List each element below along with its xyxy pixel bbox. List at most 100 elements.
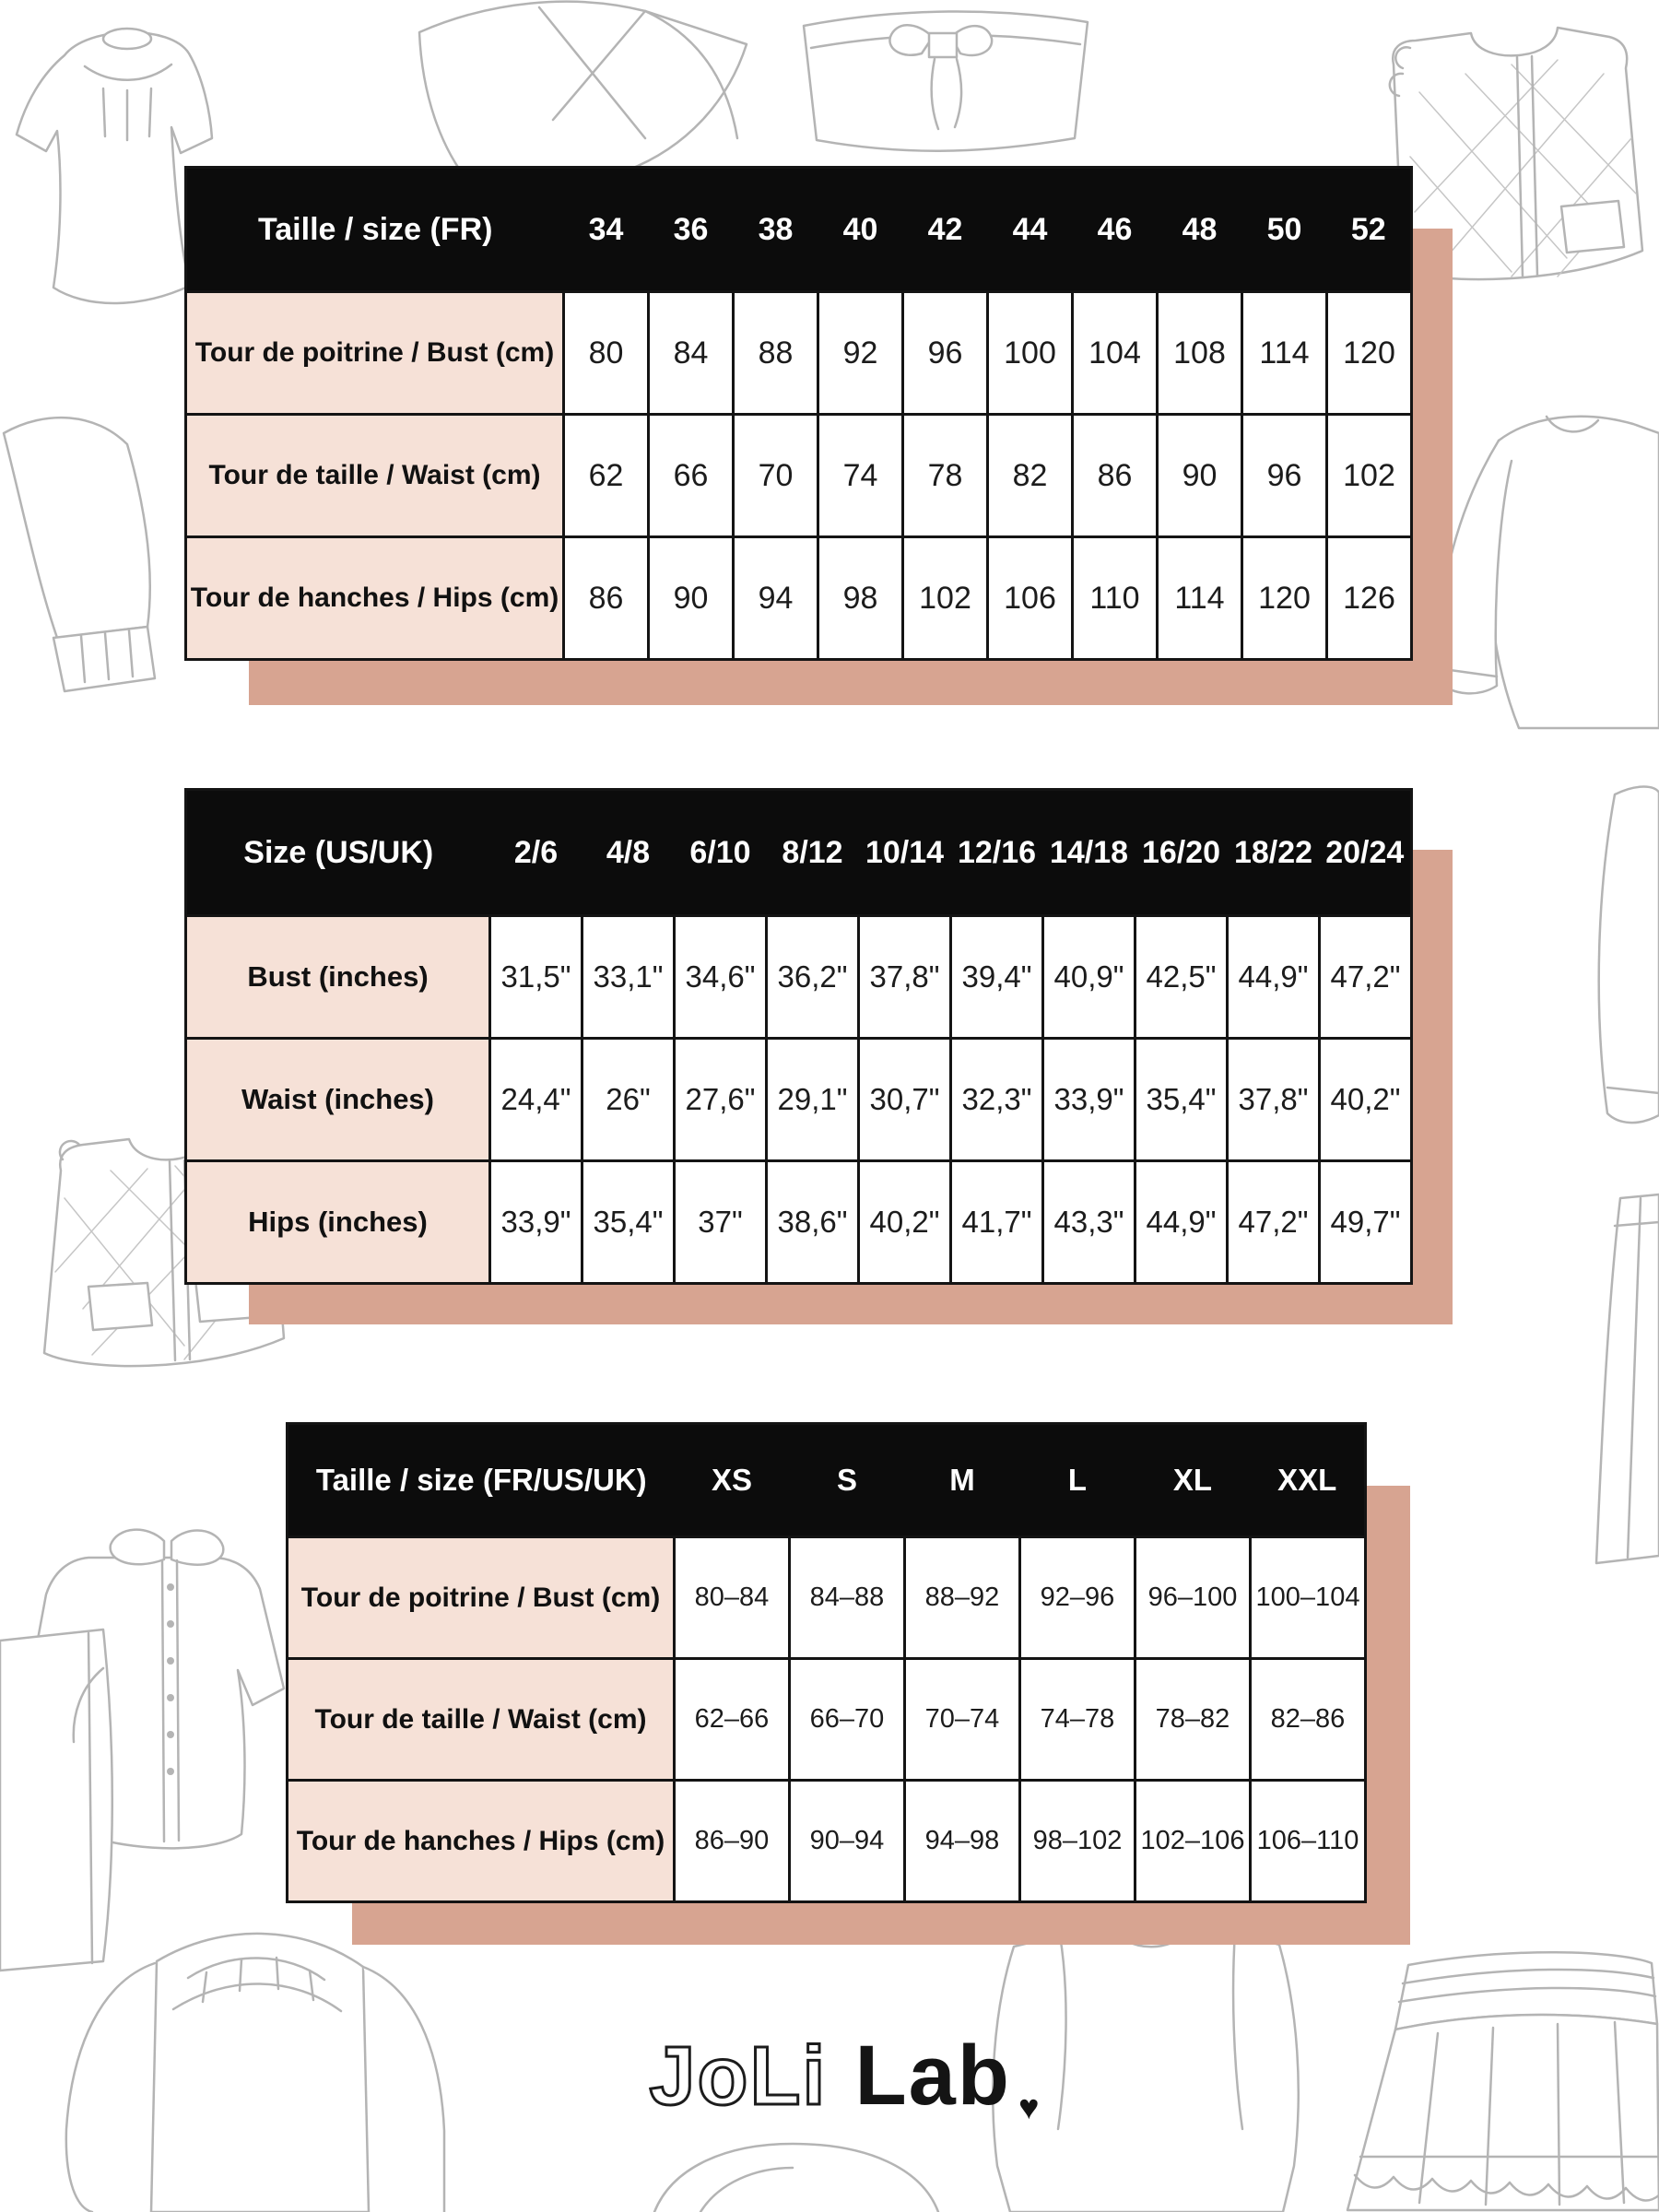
measurement-row-label: Hips (inches): [184, 1159, 491, 1285]
measurement-value-cell: 44,9": [1226, 914, 1321, 1040]
measurement-value-cell: 33,1": [581, 914, 676, 1040]
measurement-value-cell: 74–78: [1018, 1657, 1136, 1782]
measurement-value-cell: 40,2": [857, 1159, 952, 1285]
measurement-row-label: Waist (inches): [184, 1037, 491, 1162]
measurement-row-label: Bust (inches): [184, 914, 491, 1040]
measurement-value-cell: 44,9": [1134, 1159, 1229, 1285]
wrap-jacket-sketch-top-center: [418, 0, 748, 195]
size-column-header: M: [904, 1423, 1020, 1537]
measurement-row: Tour de taille / Waist (cm) 62 66 70 74 78 82 8…: [184, 413, 1413, 538]
measurement-value-cell: 26": [581, 1037, 676, 1162]
measurement-value-cell: 108: [1156, 290, 1243, 416]
sleeve-with-cuff-sketch-left: [2, 416, 157, 693]
measurement-value-cell: 80–84: [673, 1535, 791, 1660]
measurement-value-cell: 102–106: [1134, 1779, 1252, 1903]
international-size-chart: Taille / size (FR/US/UK) XS S M L XL XXL Tour d…: [286, 1422, 1367, 1903]
size-column-header: 14/18: [1042, 789, 1135, 916]
measurement-row: Tour de poitrine / Bust (cm) 80–84 84–88 88…: [286, 1535, 1367, 1660]
measurement-value-cell: 88–92: [903, 1535, 1021, 1660]
table-header-row: Size (US/UK) 2/6 4/8 6/10 8/12 10/14 12/16 14/1…: [185, 789, 1412, 916]
measurement-value-cell: 98–102: [1018, 1779, 1136, 1903]
measurement-row: Tour de taille / Waist (cm) 62–66 66–70 70–…: [286, 1657, 1367, 1782]
measurement-value-cell: 96: [901, 290, 989, 416]
measurement-value-cell: 43,3": [1041, 1159, 1136, 1285]
size-column-header: 4/8: [582, 789, 675, 916]
size-column-header: 48: [1157, 167, 1242, 292]
size-column-header: 10/14: [858, 789, 951, 916]
size-column-header: XL: [1135, 1423, 1251, 1537]
measurement-value-cell: 40,2": [1318, 1037, 1413, 1162]
measurement-value-cell: 106: [986, 535, 1074, 661]
size-column-header: 12/16: [950, 789, 1043, 916]
size-column-header: L: [1019, 1423, 1135, 1537]
measurement-value-cell: 82: [986, 413, 1074, 538]
measurement-value-cell: 30,7": [857, 1037, 952, 1162]
measurement-value-cell: 78: [901, 413, 989, 538]
measurement-value-cell: 120: [1325, 290, 1413, 416]
measurement-value-cell: 49,7": [1318, 1159, 1413, 1285]
measurement-value-cell: 38,6": [765, 1159, 860, 1285]
measurement-value-cell: 96–100: [1134, 1535, 1252, 1660]
gathered-blouse-sketch-bottom-left: [65, 1932, 446, 2212]
size-column-header: 6/10: [674, 789, 767, 916]
brand-logo: JoLi Lab ♥: [568, 2024, 1121, 2152]
measurement-value-cell: 84–88: [788, 1535, 906, 1660]
quilted-vest-sketch-top-right: [1388, 26, 1644, 281]
measurement-value-cell: 82–86: [1249, 1657, 1367, 1782]
measurement-value-cell: 84: [647, 290, 735, 416]
size-column-header: 20/24: [1319, 789, 1412, 916]
measurement-value-cell: 37,8": [857, 914, 952, 1040]
measurement-value-cell: 114: [1241, 290, 1328, 416]
measurement-value-cell: 27,6": [673, 1037, 768, 1162]
measurement-value-cell: 39,4": [949, 914, 1044, 1040]
size-chart-table: Size (US/UK) 2/6 4/8 6/10 8/12 10/14 12/16 14/1…: [184, 788, 1413, 1285]
size-column-header: XXL: [1250, 1423, 1366, 1537]
measurement-row-label: Tour de poitrine / Bust (cm): [184, 290, 565, 416]
measurement-value-cell: 100: [986, 290, 1074, 416]
measurement-row: Tour de poitrine / Bust (cm) 80 84 88 92 96 10…: [184, 290, 1413, 416]
raglan-top-sketch-right: [1436, 415, 1659, 730]
shoulder-partial-sketch-bottom: [653, 2142, 940, 2212]
size-column-header: 34: [563, 167, 649, 292]
table-header-row: Taille / size (FR) 34 36 38 40 42 44 46 48 50 52: [185, 167, 1412, 292]
size-column-header: S: [789, 1423, 905, 1537]
measurement-value-cell: 92–96: [1018, 1535, 1136, 1660]
size-column-header: 50: [1241, 167, 1327, 292]
measurement-value-cell: 102: [1325, 413, 1413, 538]
smocked-ruffle-skirt-sketch-bottom-right: [1346, 1951, 1659, 2212]
size-column-header: 18/22: [1227, 789, 1320, 916]
size-column-header: 44: [987, 167, 1073, 292]
measurement-value-cell: 33,9": [1041, 1037, 1136, 1162]
measurement-value-cell: 35,4": [581, 1159, 676, 1285]
measurement-value-cell: 62: [562, 413, 650, 538]
measurement-value-cell: 90: [647, 535, 735, 661]
shorts-with-bow-sketch-top: [802, 10, 1089, 153]
measurement-value-cell: 92: [817, 290, 904, 416]
size-column-header: 40: [818, 167, 903, 292]
measurement-row: Tour de hanches / Hips (cm) 86–90 90–94 94–…: [286, 1779, 1367, 1903]
measurement-value-cell: 94: [732, 535, 819, 661]
table-header-row: Taille / size (FR/US/UK) XS S M L XL XXL: [287, 1423, 1366, 1537]
measurement-value-cell: 98: [817, 535, 904, 661]
measurement-value-cell: 78–82: [1134, 1657, 1252, 1782]
measurement-value-cell: 24,4": [488, 1037, 583, 1162]
measurement-value-cell: 37,8": [1226, 1037, 1321, 1162]
measurement-row-label: Tour de hanches / Hips (cm): [286, 1779, 676, 1903]
measurement-value-cell: 70: [732, 413, 819, 538]
measurement-value-cell: 96: [1241, 413, 1328, 538]
measurement-value-cell: 86–90: [673, 1779, 791, 1903]
measurement-value-cell: 40,9": [1041, 914, 1136, 1040]
measurement-value-cell: 90–94: [788, 1779, 906, 1903]
measurement-row-label: Tour de hanches / Hips (cm): [184, 535, 565, 661]
size-chart-table: Taille / size (FR) 34 36 38 40 42 44 46 48 50 52 To…: [184, 166, 1413, 661]
measurement-value-cell: 47,2": [1226, 1159, 1321, 1285]
skirt-panel-sketch-left-edge: [0, 1628, 113, 1972]
measurement-value-cell: 37": [673, 1159, 768, 1285]
size-chart-table: Taille / size (FR/US/UK) XS S M L XL XXL Tour d…: [286, 1422, 1367, 1903]
heart-icon: ♥: [1018, 2088, 1040, 2127]
measurement-row: Tour de hanches / Hips (cm) 86 90 94 98 102 10…: [184, 535, 1413, 661]
measurement-value-cell: 110: [1071, 535, 1159, 661]
table-header-label: Taille / size (FR/US/UK): [287, 1423, 675, 1537]
